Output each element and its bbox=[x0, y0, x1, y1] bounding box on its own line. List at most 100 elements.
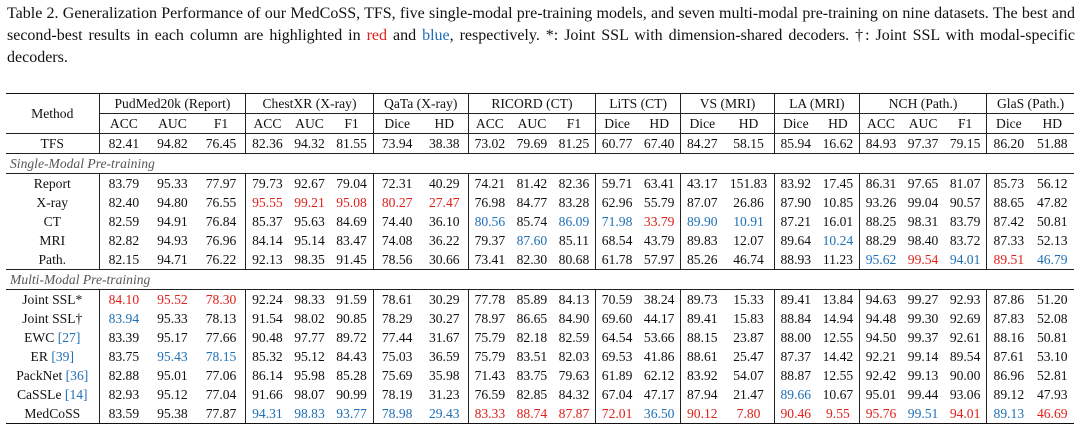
value-cell: 98.07 bbox=[294, 387, 325, 402]
value-cell: 84.13 bbox=[552, 289, 596, 309]
value-cell: 87.90 bbox=[773, 193, 817, 212]
value-cell: 82.88 bbox=[98, 366, 149, 385]
value-cell: 87.21 bbox=[773, 212, 817, 231]
value-cell: 38.38 bbox=[420, 133, 469, 154]
method-name: Joint SSL† bbox=[22, 311, 83, 326]
value-cell: 83.72 bbox=[949, 233, 981, 248]
method-name: ER bbox=[30, 349, 52, 364]
value-cell: 93.77 bbox=[330, 404, 374, 424]
value-cell: 26.86 bbox=[733, 195, 764, 210]
value-cell: 99.44 bbox=[907, 387, 939, 402]
value-cell: 89.64 bbox=[773, 231, 817, 250]
value-cell: 64.54 bbox=[595, 328, 639, 347]
citation-link[interactable]: [39] bbox=[51, 349, 74, 364]
value-cell: 29.43 bbox=[420, 404, 469, 424]
value-cell: 81.42 bbox=[510, 173, 553, 193]
method-cell: TFS bbox=[6, 133, 100, 154]
value-cell: 17.45 bbox=[816, 173, 860, 193]
value-cell: 87.94 bbox=[680, 385, 724, 404]
citation-link[interactable]: [36] bbox=[65, 368, 89, 383]
value-cell: 98.33 bbox=[288, 289, 331, 309]
group-header: QaTa (X-ray) bbox=[372, 93, 469, 114]
table-row: ER [39] 83.75 95.43 78.15 85.32 95.12 84.43 75.… bbox=[6, 347, 1074, 366]
value-cell: 77.66 bbox=[205, 330, 237, 345]
value-cell: 83.47 bbox=[336, 233, 367, 248]
value-cell: 94.71 bbox=[157, 252, 188, 267]
value-cell: 61.89 bbox=[595, 366, 639, 385]
value-cell: 52.81 bbox=[1036, 368, 1068, 383]
table-row: PackNet [36] 82.88 95.01 77.06 86.14 95.98 85.… bbox=[6, 366, 1074, 385]
method-header: Method bbox=[6, 93, 100, 134]
value-cell: 59.71 bbox=[595, 173, 639, 193]
value-cell: 56.12 bbox=[1030, 173, 1074, 193]
value-cell: 38.24 bbox=[638, 289, 681, 309]
value-cell: 82.82 bbox=[98, 231, 149, 250]
value-cell: 95.01 bbox=[157, 368, 188, 383]
value-cell: 52.08 bbox=[1036, 311, 1068, 326]
header-row-metrics: ACC AUC F1 ACC AUC F1 Dice HD ACC AUC F1 Dice HD Dice… bbox=[6, 113, 1074, 134]
metric-header: AUC bbox=[158, 116, 187, 131]
value-cell: 94.01 bbox=[949, 252, 981, 267]
value-cell: 70.59 bbox=[595, 289, 639, 309]
metric-header: HD bbox=[434, 116, 455, 131]
value-cell: 94.50 bbox=[858, 328, 903, 347]
value-cell: 82.03 bbox=[558, 349, 590, 364]
value-cell: 82.41 bbox=[98, 133, 149, 154]
value-cell: 30.29 bbox=[420, 289, 469, 309]
method-name: CT bbox=[43, 214, 61, 229]
value-cell: 92.67 bbox=[288, 173, 331, 193]
metric-header: ACC bbox=[98, 113, 149, 134]
metric-header: HD bbox=[828, 116, 848, 131]
caption-blue-word: blue bbox=[422, 27, 450, 44]
table-row: CT 82.59 94.91 76.84 85.37 95.63 84.69 74.40 36.… bbox=[6, 212, 1074, 231]
method-name: Path. bbox=[38, 252, 67, 267]
value-cell: 89.41 bbox=[773, 289, 817, 309]
value-cell: 93.26 bbox=[858, 193, 903, 212]
value-cell: 36.50 bbox=[638, 404, 681, 424]
value-cell: 78.56 bbox=[372, 250, 421, 270]
value-cell: 99.13 bbox=[907, 368, 939, 383]
method-cell: Joint SSL* bbox=[6, 289, 100, 309]
table-row: Joint SSL† 83.94 95.33 78.13 91.54 98.02 90.85… bbox=[6, 309, 1074, 328]
citation-link[interactable]: [14] bbox=[64, 387, 88, 402]
value-cell: 98.02 bbox=[294, 311, 325, 326]
value-cell: 51.88 bbox=[1030, 133, 1074, 154]
value-cell: 92.69 bbox=[949, 311, 981, 326]
caption-red-word: red bbox=[366, 27, 388, 44]
value-cell: 35.98 bbox=[428, 368, 460, 383]
value-cell: 7.80 bbox=[723, 404, 775, 424]
value-cell: 87.87 bbox=[552, 404, 596, 424]
table-row: Report 83.79 95.33 77.97 79.73 92.67 79.04 72.3… bbox=[6, 173, 1074, 193]
value-cell: 33.79 bbox=[643, 214, 675, 229]
value-cell: 89.41 bbox=[680, 309, 724, 328]
value-cell: 95.01 bbox=[858, 385, 903, 404]
method-name: Report bbox=[33, 176, 71, 191]
value-cell: 83.59 bbox=[98, 404, 149, 424]
value-cell: 92.13 bbox=[245, 250, 289, 270]
value-cell: 83.51 bbox=[516, 349, 548, 364]
value-cell: 95.55 bbox=[245, 193, 289, 212]
value-cell: 88.84 bbox=[773, 309, 817, 328]
citation-link[interactable]: [27] bbox=[57, 330, 81, 345]
value-cell: 83.92 bbox=[680, 366, 724, 385]
value-cell: 79.37 bbox=[467, 231, 511, 250]
value-cell: 78.13 bbox=[205, 311, 237, 326]
value-cell: 95.98 bbox=[294, 368, 325, 383]
value-cell: 87.33 bbox=[986, 231, 1031, 250]
value-cell: 94.48 bbox=[858, 309, 903, 328]
method-name: X-ray bbox=[36, 195, 69, 210]
value-cell: 30.66 bbox=[428, 252, 460, 267]
group-header: NCH (Path.) bbox=[858, 93, 987, 114]
value-cell: 85.26 bbox=[680, 250, 724, 270]
method-name: CaSSLe bbox=[16, 387, 65, 402]
value-cell: 51.20 bbox=[1030, 289, 1074, 309]
value-cell: 84.93 bbox=[858, 133, 903, 154]
caption-prefix: Table 2. Generalization Performance of o… bbox=[7, 5, 1075, 44]
value-cell: 77.04 bbox=[205, 387, 237, 402]
value-cell: 95.14 bbox=[294, 233, 325, 248]
metric-header: AUC bbox=[517, 116, 547, 131]
table-row: MedCoSS 83.59 95.38 77.87 94.31 98.83 93.77 78.… bbox=[6, 404, 1074, 424]
value-cell: 98.31 bbox=[907, 214, 939, 229]
caption-suffix: , respectively. *: Joint SSL with dimens… bbox=[7, 27, 1076, 66]
value-cell: 85.11 bbox=[558, 233, 590, 248]
